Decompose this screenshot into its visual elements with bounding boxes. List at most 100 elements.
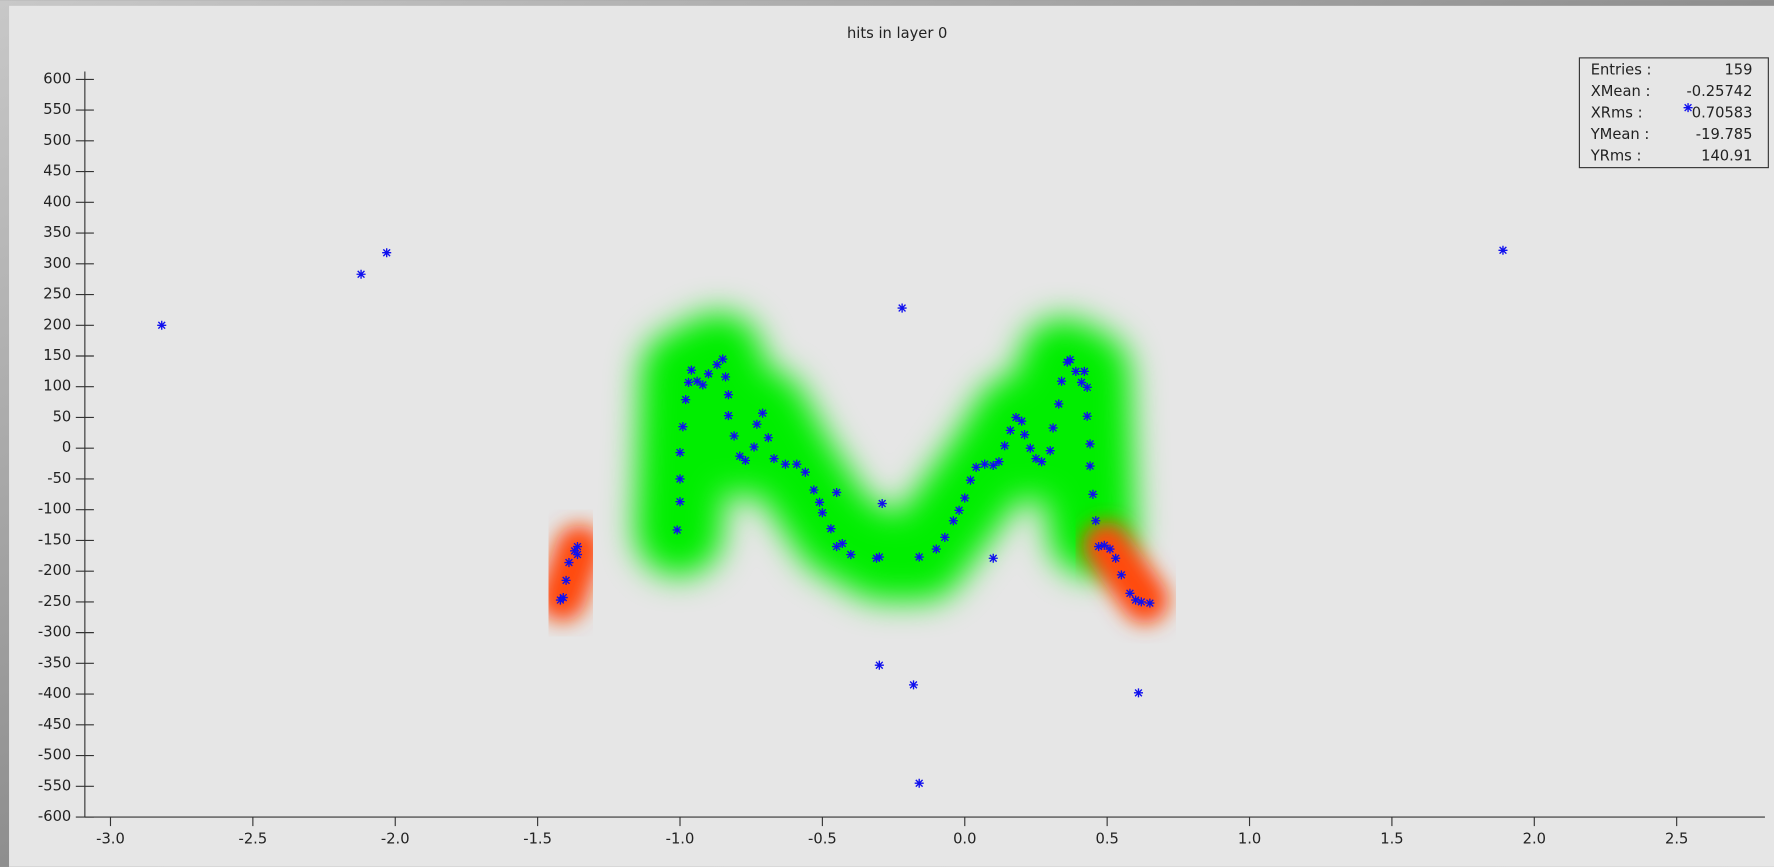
hit-marker [1086, 439, 1095, 448]
hit-marker [675, 497, 684, 506]
y-tick-label: 500 [43, 132, 71, 149]
hit-marker [718, 355, 727, 364]
x-tick-label: -2.5 [239, 831, 268, 848]
hit-marker [781, 460, 790, 469]
y-tick-label: -250 [38, 593, 71, 610]
x-tick-label: -3.0 [96, 831, 125, 848]
y-tick-label: 250 [43, 286, 71, 303]
y-tick-label: -300 [38, 624, 71, 641]
hit-marker [966, 476, 975, 485]
hit-marker [932, 544, 941, 553]
y-tick-label: -350 [38, 654, 71, 671]
hit-marker [832, 488, 841, 497]
y-tick-label: -100 [38, 501, 71, 518]
hit-marker [972, 463, 981, 472]
stat-label: YMean : [1590, 126, 1650, 143]
hit-marker [1080, 367, 1089, 376]
y-tick-label: -450 [38, 716, 71, 733]
y-tick-label: 600 [43, 70, 71, 87]
hit-marker [801, 468, 810, 477]
hit-marker [826, 524, 835, 533]
hit-marker [878, 499, 887, 508]
stat-label: Entries : [1591, 61, 1652, 78]
hit-marker [741, 456, 750, 465]
y-tick-label: -200 [38, 562, 71, 579]
y-tick-label: -400 [38, 685, 71, 702]
hit-marker [1037, 457, 1046, 466]
hit-marker [818, 508, 827, 517]
stat-value: -19.785 [1696, 126, 1753, 143]
hit-marker [573, 550, 582, 559]
hit-marker [704, 369, 713, 378]
hit-marker [721, 372, 730, 381]
hit-marker [1086, 462, 1095, 471]
hit-marker [915, 779, 924, 788]
hit-marker [758, 409, 767, 418]
y-tick-label: 200 [43, 316, 71, 333]
x-tick-label: 2.5 [1665, 831, 1688, 848]
plot-panel [9, 6, 1774, 867]
hit-marker [1017, 417, 1026, 426]
hit-marker [915, 552, 924, 561]
hit-marker [1046, 446, 1055, 455]
x-tick-label: 1.0 [1238, 831, 1261, 848]
x-tick-label: -1.5 [523, 831, 552, 848]
hit-marker [1137, 597, 1146, 606]
hit-marker [809, 485, 818, 494]
hit-marker [846, 550, 855, 559]
stat-label: XRms : [1591, 104, 1643, 121]
hit-marker [1134, 688, 1143, 697]
hit-marker [815, 498, 824, 507]
segment-highlight [1106, 546, 1144, 600]
hit-marker [994, 457, 1003, 466]
hit-marker [949, 516, 958, 525]
hit-marker [562, 576, 571, 585]
x-tick-label: 2.0 [1523, 831, 1546, 848]
hit-marker [675, 474, 684, 483]
stat-label: YRms : [1590, 147, 1642, 164]
y-tick-label: 300 [43, 255, 71, 272]
hit-marker [556, 596, 565, 605]
hit-marker [1026, 444, 1035, 453]
hit-marker [1088, 490, 1097, 499]
hit-marker [1020, 430, 1029, 439]
hit-marker [564, 558, 573, 567]
chart: hits in layer 0 -600-550-500-450-400-350… [0, 0, 1774, 867]
x-tick-label: -2.0 [381, 831, 410, 848]
stat-value: 0.70583 [1692, 104, 1753, 121]
hit-marker [678, 422, 687, 431]
x-tick-label: 0.0 [953, 831, 976, 848]
hit-marker [687, 366, 696, 375]
hit-marker [1117, 570, 1126, 579]
y-tick-label: 350 [43, 224, 71, 241]
x-tick-label: 1.5 [1380, 831, 1403, 848]
hit-marker [1071, 367, 1080, 376]
hit-marker [1083, 412, 1092, 421]
hit-marker [792, 460, 801, 469]
y-tick-label: -500 [38, 747, 71, 764]
y-tick-label: 450 [43, 163, 71, 180]
hit-marker [898, 304, 907, 313]
y-tick-label: 550 [43, 101, 71, 118]
hit-marker [769, 454, 778, 463]
hit-marker [684, 378, 693, 387]
y-tick-label: 100 [43, 378, 71, 395]
hit-marker [875, 661, 884, 670]
hit-marker [960, 493, 969, 502]
hit-marker [1105, 544, 1114, 553]
hit-marker [955, 506, 964, 515]
hit-marker [1006, 426, 1015, 435]
hit-marker [724, 390, 733, 399]
hit-marker [357, 270, 366, 279]
hit-marker [1066, 355, 1075, 364]
hit-marker [1125, 589, 1134, 598]
hit-marker [989, 554, 998, 563]
hit-marker [573, 542, 582, 551]
hit-marker [673, 525, 682, 534]
chart-title: hits in layer 0 [847, 25, 947, 42]
hit-marker [764, 433, 773, 442]
hit-marker [1111, 554, 1120, 563]
hit-marker [698, 380, 707, 389]
y-tick-label: -150 [38, 531, 71, 548]
hit-marker [1057, 377, 1066, 386]
